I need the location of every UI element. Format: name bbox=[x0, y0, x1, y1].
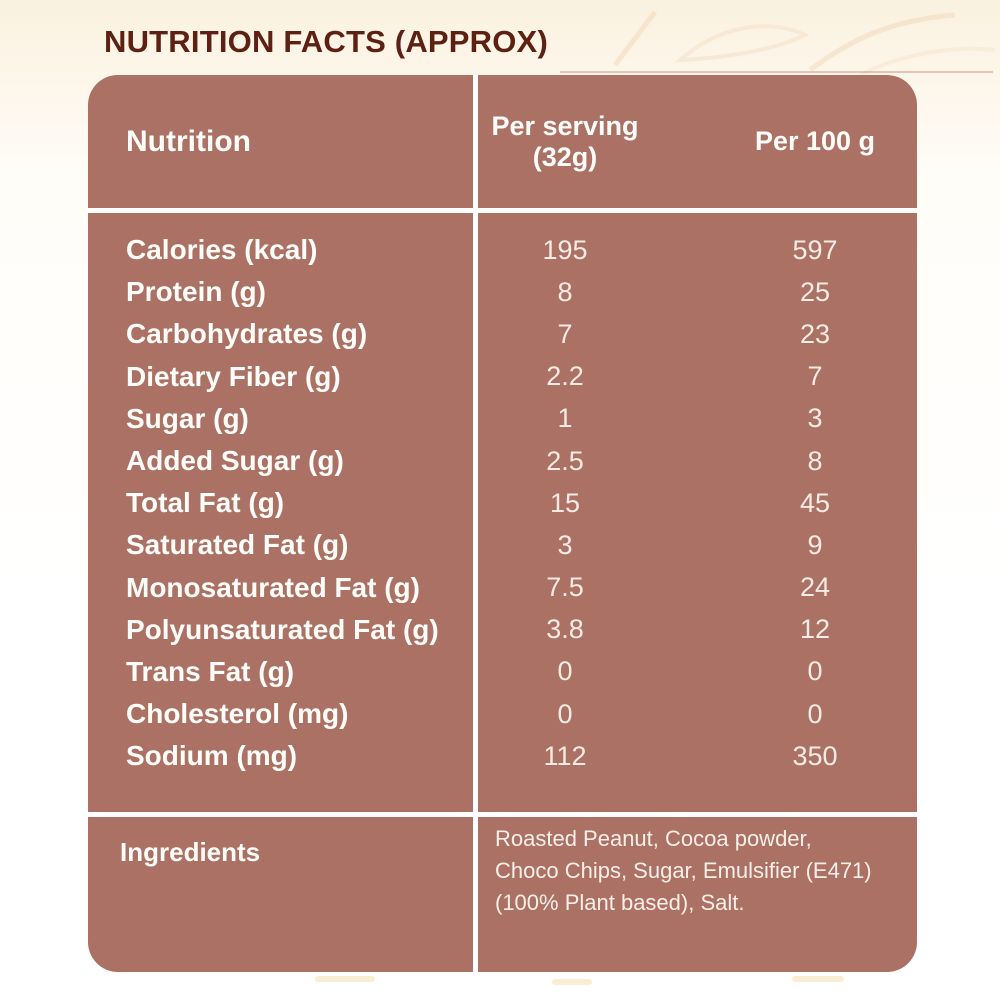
table-row-sugar: Sugar (g) 1 3 bbox=[88, 398, 917, 440]
background-artifact-mark bbox=[792, 976, 844, 982]
page-title: NUTRITION FACTS (APPROX) bbox=[104, 24, 548, 59]
nutrient-label: Trans Fat (g) bbox=[126, 655, 295, 687]
ingredients-line: Roasted Peanut, Cocoa powder, bbox=[495, 826, 812, 851]
per-100g-value: 24 bbox=[799, 572, 831, 603]
table-row-added-sugar: Added Sugar (g) 2.5 8 bbox=[88, 440, 917, 482]
header-per-serving: Per serving (32g) bbox=[475, 111, 655, 173]
table-row-cholesterol: Cholesterol (mg) 0 0 bbox=[88, 693, 917, 735]
background-artifact-line bbox=[560, 71, 993, 73]
table-rows: Calories (kcal) 195 597 Protein (g) 8 25… bbox=[88, 229, 917, 777]
nutrient-label: Monosaturated Fat (g) bbox=[126, 571, 420, 603]
ingredients-line: (100% Plant based), Salt. bbox=[495, 890, 745, 915]
per-serving-value: 0 bbox=[557, 698, 573, 729]
per-serving-value: 1 bbox=[557, 403, 573, 434]
ingredients-text: Roasted Peanut, Cocoa powder, Choco Chip… bbox=[495, 823, 915, 919]
column-divider bbox=[473, 75, 478, 972]
header-per-serving-line1: Per serving bbox=[491, 110, 639, 141]
per-100g-value: 45 bbox=[799, 487, 831, 518]
per-serving-value: 8 bbox=[557, 276, 573, 307]
background-artifact-mark bbox=[315, 976, 375, 982]
per-100g-value: 8 bbox=[807, 445, 823, 476]
table-row-sodium: Sodium (mg) 112 350 bbox=[88, 735, 917, 777]
nutrient-label: Saturated Fat (g) bbox=[126, 529, 349, 561]
nutrient-label: Protein (g) bbox=[126, 276, 266, 308]
per-serving-value: 7.5 bbox=[546, 572, 584, 603]
nutrient-label: Carbohydrates (g) bbox=[126, 318, 368, 350]
background-decoration-sketch bbox=[613, 10, 996, 77]
per-100g-value: 350 bbox=[792, 740, 838, 771]
table-row-calories: Calories (kcal) 195 597 bbox=[88, 229, 917, 271]
nutrient-label: Polyunsaturated Fat (g) bbox=[126, 613, 439, 645]
table-row-carbohydrates: Carbohydrates (g) 7 23 bbox=[88, 313, 917, 355]
per-serving-value: 112 bbox=[543, 740, 587, 771]
per-100g-value: 0 bbox=[807, 698, 823, 729]
per-100g-value: 3 bbox=[807, 403, 823, 434]
nutrient-label: Sugar (g) bbox=[126, 402, 249, 434]
table-row-total-fat: Total Fat (g) 15 45 bbox=[88, 482, 917, 524]
per-serving-value: 2.5 bbox=[546, 445, 584, 476]
per-100g-value: 12 bbox=[799, 614, 831, 645]
per-100g-value: 0 bbox=[807, 656, 823, 687]
per-100g-value: 7 bbox=[807, 361, 823, 392]
nutrient-label: Added Sugar (g) bbox=[126, 445, 344, 477]
per-100g-value: 9 bbox=[807, 529, 823, 560]
table-row-monosaturated-fat: Monosaturated Fat (g) 7.5 24 bbox=[88, 567, 917, 609]
ingredients-line: Choco Chips, Sugar, Emulsifier (E471) bbox=[495, 858, 872, 883]
nutrient-label: Total Fat (g) bbox=[126, 487, 285, 519]
background-artifact-mark bbox=[552, 979, 592, 985]
nutrition-card: Nutrition Per serving (32g) Per 100 g Ca… bbox=[88, 75, 917, 972]
table-header: Nutrition Per serving (32g) Per 100 g bbox=[88, 75, 917, 208]
ingredients-label: Ingredients bbox=[120, 837, 261, 867]
table-row-dietary-fiber: Dietary Fiber (g) 2.2 7 bbox=[88, 356, 917, 398]
header-nutrition: Nutrition bbox=[126, 124, 251, 158]
ingredients-divider bbox=[88, 812, 917, 817]
nutrient-label: Dietary Fiber (g) bbox=[126, 360, 341, 392]
table-row-polyunsaturated-fat: Polyunsaturated Fat (g) 3.8 12 bbox=[88, 609, 917, 651]
per-100g-value: 597 bbox=[792, 234, 838, 265]
table-row-protein: Protein (g) 8 25 bbox=[88, 271, 917, 313]
per-100g-value: 25 bbox=[799, 276, 831, 307]
per-100g-value: 23 bbox=[799, 318, 831, 349]
header-per-100g: Per 100 g bbox=[754, 126, 876, 156]
per-serving-value: 0 bbox=[557, 656, 573, 687]
header-per-serving-line2: (32g) bbox=[532, 141, 598, 172]
table-row-saturated-fat: Saturated Fat (g) 3 9 bbox=[88, 524, 917, 566]
per-serving-value: 3 bbox=[557, 529, 573, 560]
table-row-trans-fat: Trans Fat (g) 0 0 bbox=[88, 651, 917, 693]
per-serving-value: 7 bbox=[557, 318, 573, 349]
nutrient-label: Cholesterol (mg) bbox=[126, 698, 349, 730]
nutrient-label: Sodium (mg) bbox=[126, 740, 298, 772]
per-serving-value: 195 bbox=[542, 234, 588, 265]
per-serving-value: 15 bbox=[549, 487, 581, 518]
header-divider bbox=[88, 208, 917, 213]
per-serving-value: 3.8 bbox=[546, 614, 584, 645]
nutrient-label: Calories (kcal) bbox=[126, 234, 318, 266]
per-serving-value: 2.2 bbox=[546, 361, 584, 392]
